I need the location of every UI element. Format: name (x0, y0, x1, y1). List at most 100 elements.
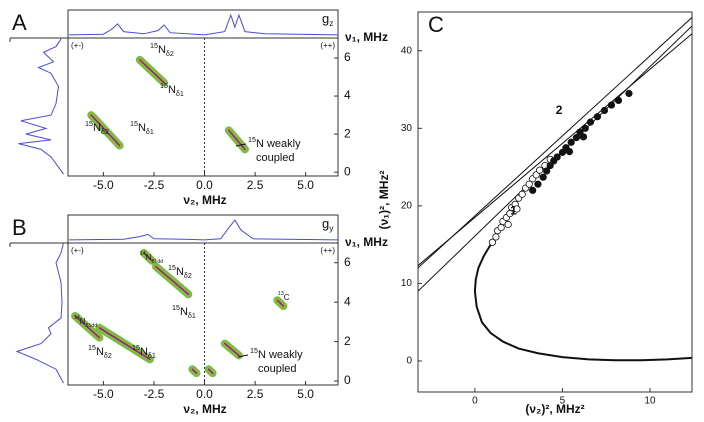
projection-top (69, 219, 339, 241)
ridge-core (74, 315, 101, 339)
point (518, 190, 526, 198)
superscript: 15 (150, 42, 158, 50)
point (536, 166, 544, 174)
series-label: 1 (510, 204, 517, 218)
point (567, 138, 575, 146)
x-axis-label: ν₂, MHz (183, 193, 226, 207)
plot-frame (67, 9, 339, 177)
superscript: 14 (140, 251, 146, 257)
y-tick-label: 4 (344, 88, 351, 102)
annotation: 15N weakly (248, 136, 301, 150)
fit-line (418, 33, 692, 266)
point (497, 223, 505, 232)
subscript: δ1dd (86, 323, 98, 329)
superscript: 15 (250, 347, 258, 355)
main-text: C (284, 293, 290, 302)
boundary-curve (473, 244, 692, 362)
projection-top (69, 13, 339, 36)
point (625, 89, 633, 98)
superscript: 15 (85, 120, 93, 128)
annotation-arrow (235, 143, 247, 147)
ridge-core (207, 368, 214, 374)
y-tick-label: 6 (344, 50, 351, 64)
point (581, 124, 589, 132)
main-text: g (322, 11, 329, 26)
peak-label: 14Nδ1dd (74, 315, 97, 329)
main-text: N (180, 306, 188, 318)
superscript: 15 (248, 136, 256, 144)
ridge-core (98, 327, 151, 361)
point (488, 238, 497, 246)
ridge-core (90, 114, 121, 147)
superscript: 15 (130, 120, 138, 128)
x-tick-label: 5.0 (297, 387, 314, 401)
point (607, 101, 616, 109)
ridge-core (191, 368, 198, 374)
subscript: δ1 (188, 312, 196, 320)
x-tick-label: -2.5 (144, 178, 165, 192)
y-axis-label: ν₁, MHz (345, 235, 388, 249)
ridge-core (155, 265, 190, 296)
x-tick-label: 2.5 (247, 387, 264, 401)
annotation: coupled (258, 363, 297, 375)
projection-label: gz (322, 11, 333, 28)
point (600, 106, 609, 115)
point (565, 147, 574, 156)
superscript: 13 (278, 291, 284, 297)
point (543, 167, 551, 175)
annotation: 15N weakly (250, 347, 303, 361)
subscript: z (329, 18, 333, 28)
quadrant-label: (++) (320, 246, 335, 255)
superscript: 15 (88, 344, 96, 352)
superscript: 15 (132, 344, 140, 352)
subscript: δ1dd (152, 259, 164, 265)
point (586, 118, 595, 126)
peak-label: 13C (278, 291, 290, 302)
ridge-core (139, 59, 165, 84)
projection-label: gy (322, 216, 334, 233)
subscript: δ2 (166, 50, 174, 58)
y-tick-label: 20 (401, 201, 413, 212)
x-tick-label: 0 (472, 396, 478, 407)
main-text: N weakly (258, 349, 303, 361)
subscript: δ2 (104, 352, 112, 360)
superscript: 15 (160, 82, 168, 90)
quadrant-label: (++) (320, 41, 335, 50)
main-text: N (158, 44, 166, 56)
x-tick-label: -5.0 (93, 387, 114, 401)
quadrant-label: (+-) (71, 41, 84, 50)
fit-line (418, 17, 692, 269)
quadrant-label: (+-) (71, 246, 84, 255)
main-text: N (140, 346, 148, 358)
series-label: 2 (556, 103, 563, 117)
peak-label: 15Nδ2 (88, 344, 112, 360)
point (614, 96, 623, 105)
point (504, 220, 512, 229)
main-text: N (176, 266, 184, 278)
x-tick-label: 5.0 (297, 178, 314, 192)
x-axis-label: (ν₂)², MHz² (525, 402, 584, 416)
peak-label: 15Nδ1 (172, 304, 196, 320)
y-axis-label: (ν₁)², MHz² (377, 171, 391, 230)
ridge-core (276, 299, 285, 307)
superscript: 15 (172, 304, 180, 312)
main-text: N (146, 253, 152, 262)
main-text: N (138, 122, 146, 134)
plot-frame (67, 214, 339, 386)
x-tick-label: 0.0 (196, 387, 213, 401)
main-text: N (96, 346, 104, 358)
panel-label: C (428, 12, 444, 37)
projection-left (15, 242, 64, 384)
y-tick-label: 4 (344, 294, 351, 308)
y-tick-label: 0 (406, 356, 412, 367)
peak-label: 15Nδ2 (85, 120, 109, 136)
peak-label: 15Nδ1 (132, 344, 156, 360)
subscript: δ2 (101, 128, 109, 136)
point (513, 205, 521, 213)
point (534, 180, 542, 188)
y-tick-label: 10 (401, 278, 413, 289)
x-tick-label: -2.5 (144, 387, 165, 401)
y-tick-label: 6 (344, 255, 351, 269)
